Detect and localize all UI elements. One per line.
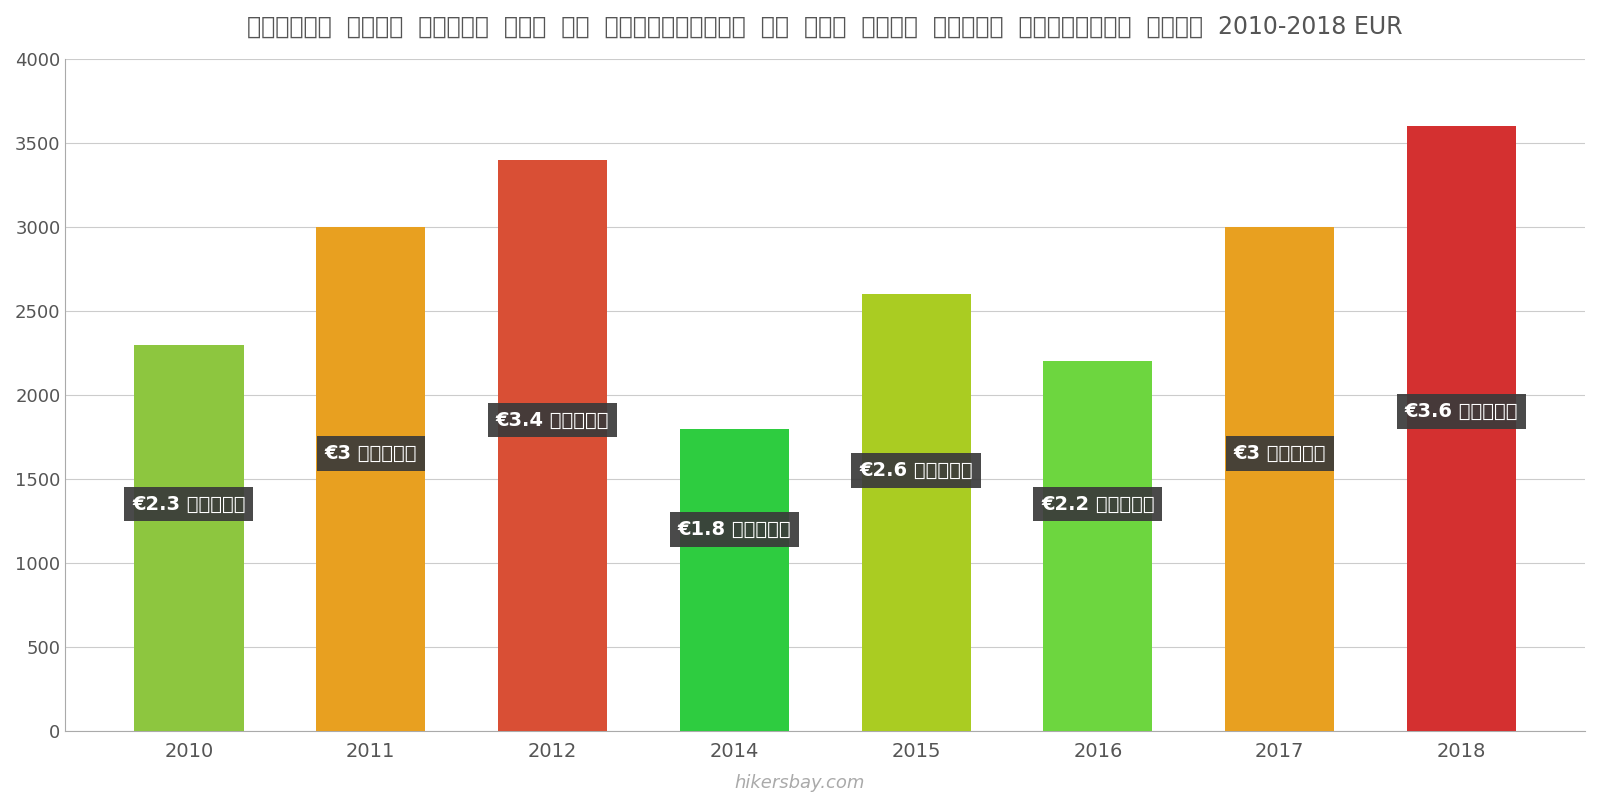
Bar xyxy=(1043,362,1152,731)
Bar xyxy=(317,227,426,731)
Text: €2.3 हज़ार: €2.3 हज़ार xyxy=(133,494,246,514)
Bar xyxy=(1406,126,1515,731)
Text: €3 हज़ार: €3 हज़ार xyxy=(325,444,418,463)
Text: €2.6 हज़ार: €2.6 हज़ार xyxy=(859,461,973,480)
Bar xyxy=(861,294,971,731)
Text: €1.8 हज़ार: €1.8 हज़ार xyxy=(677,520,790,539)
Bar xyxy=(680,429,789,731)
Title: माल्टा  सिटी  सेंटर  में  एक  अपार्टमेंट  के  लिए  कीमत  प्रति  स्क्वायर  मीटर  : माल्टा सिटी सेंटर में एक अपार्टमेंट के ल… xyxy=(248,15,1403,39)
Bar xyxy=(134,345,243,731)
Text: €3.6 हज़ार: €3.6 हज़ार xyxy=(1405,402,1518,422)
Bar xyxy=(1226,227,1334,731)
Text: €3 हज़ार: €3 हज़ार xyxy=(1234,444,1326,463)
Bar xyxy=(498,160,606,731)
Text: hikersbay.com: hikersbay.com xyxy=(734,774,866,792)
Text: €2.2 हज़ार: €2.2 हज़ार xyxy=(1042,494,1155,514)
Text: €3.4 हज़ार: €3.4 हज़ार xyxy=(496,410,610,430)
